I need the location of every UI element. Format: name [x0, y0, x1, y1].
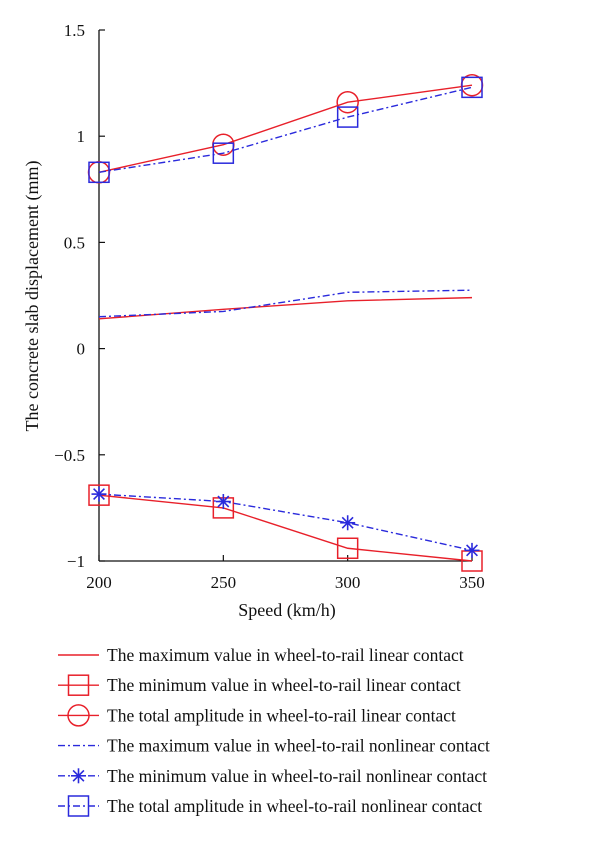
- legend-item: The total amplitude in wheel-to-rail lin…: [58, 704, 456, 727]
- series-line-4: [98, 289, 473, 318]
- x-axis-title: Speed (km/h): [238, 600, 335, 621]
- legend-label: The total amplitude in wheel-to-rail lin…: [107, 705, 456, 725]
- series-6-point: [461, 76, 483, 99]
- y-tick-label: −1: [67, 552, 85, 571]
- series-3-point: [336, 90, 359, 114]
- legend-item: The minimum value in wheel-to-rail nonli…: [58, 766, 487, 786]
- x-tick-label: 250: [211, 573, 237, 592]
- legend-item: The minimum value in wheel-to-rail linea…: [58, 674, 461, 696]
- legend-item: The maximum value in wheel-to-rail nonli…: [58, 736, 490, 756]
- legend-item: The total amplitude in wheel-to-rail non…: [58, 795, 482, 817]
- legend-swatch-marker: [71, 768, 86, 784]
- x-tick-label: 300: [335, 573, 361, 592]
- legend-item: The maximum value in wheel-to-rail linea…: [58, 645, 464, 665]
- legend-label: The maximum value in wheel-to-rail linea…: [107, 645, 464, 665]
- y-tick-label: −0.5: [54, 446, 85, 465]
- plot-area: −1 −0.5 0 0.5 1 1.5 200 250 300 350: [54, 21, 485, 592]
- x-tick-label: 200: [86, 573, 112, 592]
- y-axis-title: The concrete slab displacement (mm): [22, 161, 43, 432]
- series-5-point: [91, 486, 107, 502]
- legend-swatch-marker: [67, 674, 90, 696]
- legend-swatch-marker: [67, 704, 90, 727]
- legend-label: The minimum value in wheel-to-rail linea…: [107, 675, 461, 695]
- series-line-5: [98, 493, 473, 552]
- legend: The maximum value in wheel-to-rail linea…: [58, 645, 490, 817]
- series-6-point: [212, 142, 235, 164]
- series-line-2: [98, 494, 473, 562]
- series-line-1: [98, 296, 473, 320]
- series-line-6: [98, 86, 473, 173]
- legend-label: The minimum value in wheel-to-rail nonli…: [107, 766, 487, 786]
- series-6-point: [336, 106, 359, 128]
- y-tick-label: 0.5: [64, 233, 85, 252]
- series-line-3: [98, 84, 473, 173]
- series-6-point: [88, 161, 110, 184]
- series-2-point: [336, 537, 359, 560]
- series-5-point: [340, 515, 356, 531]
- series-5-point: [215, 494, 231, 510]
- x-tick-label: 350: [459, 573, 485, 592]
- legend-label: The maximum value in wheel-to-rail nonli…: [107, 736, 490, 756]
- series-5-point: [464, 542, 480, 558]
- y-tick-label: 1.5: [64, 21, 85, 40]
- legend-label: The total amplitude in wheel-to-rail non…: [107, 796, 482, 816]
- y-tick-label: 1: [77, 127, 86, 146]
- legend-swatch-marker: [67, 795, 90, 817]
- y-tick-label: 0: [77, 340, 86, 359]
